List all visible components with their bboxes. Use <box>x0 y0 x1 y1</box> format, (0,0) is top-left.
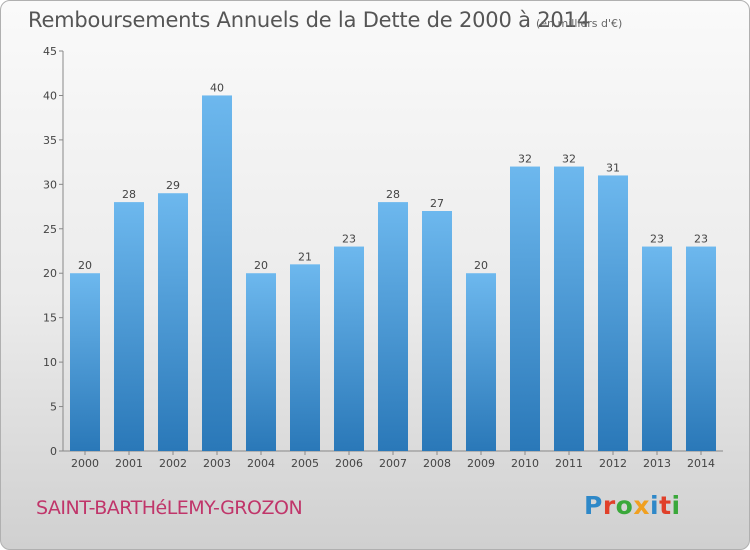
y-tick-label: 20 <box>43 267 57 280</box>
x-tick-label-2003: 2003 <box>203 457 231 470</box>
value-label-2007: 28 <box>386 188 400 201</box>
bar-2013 <box>642 246 672 451</box>
y-tick-label: 15 <box>43 312 57 325</box>
bar-2010 <box>510 166 540 452</box>
x-tick-label-2002: 2002 <box>159 457 187 470</box>
proxiti-logo: Proxiti <box>584 491 681 520</box>
value-label-2002: 29 <box>166 179 180 192</box>
bar-2002 <box>158 193 188 451</box>
x-tick-label-2011: 2011 <box>555 457 583 470</box>
value-label-2008: 27 <box>430 197 444 210</box>
y-axis-ticks: 0 5 10 15 20 25 30 35 40 45 <box>43 45 63 458</box>
value-label-2006: 23 <box>342 233 356 246</box>
value-label-2000: 20 <box>78 259 92 272</box>
value-label-2011: 32 <box>562 153 576 166</box>
bar-2004 <box>246 273 276 451</box>
bar-2003 <box>202 95 232 451</box>
x-tick-label-2012: 2012 <box>599 457 627 470</box>
x-tick-label-2001: 2001 <box>115 457 143 470</box>
x-tick-label-2007: 2007 <box>379 457 407 470</box>
y-tick-label: 45 <box>43 45 57 58</box>
x-tick-label-2013: 2013 <box>643 457 671 470</box>
chart-unit: (en milliers d'€) <box>536 17 623 30</box>
y-tick-label: 30 <box>43 178 57 191</box>
x-tick-label-2004: 2004 <box>247 457 275 470</box>
bar-2009 <box>466 273 496 451</box>
bar-2011 <box>554 166 584 452</box>
bar-2012 <box>598 175 628 451</box>
chart-title: Remboursements Annuels de la Dette de 20… <box>28 8 590 32</box>
x-tick-label-2005: 2005 <box>291 457 319 470</box>
value-labels: 20 28 29 40 20 21 23 28 27 20 32 32 31 23 23 <box>78 81 708 272</box>
y-tick-label: 10 <box>43 356 57 369</box>
value-label-2013: 23 <box>650 233 664 246</box>
x-tick-label-2009: 2009 <box>467 457 495 470</box>
y-tick-label: 25 <box>43 223 57 236</box>
x-tick-label-2008: 2008 <box>423 457 451 470</box>
commune-name: SAINT-BARTHéLEMY-GROZON <box>36 497 303 519</box>
value-label-2009: 20 <box>474 259 488 272</box>
x-tick-label-2000: 2000 <box>71 457 99 470</box>
x-tick-label-2010: 2010 <box>511 457 539 470</box>
value-label-2004: 20 <box>254 259 268 272</box>
bars <box>70 95 716 452</box>
y-tick-label: 40 <box>43 89 57 102</box>
y-tick-label: 35 <box>43 134 57 147</box>
bar-2000 <box>70 273 100 451</box>
value-label-2001: 28 <box>122 188 136 201</box>
bar-2001 <box>114 202 144 451</box>
bar-2014 <box>686 246 716 451</box>
x-tick-label-2014: 2014 <box>687 457 715 470</box>
value-label-2005: 21 <box>298 250 312 263</box>
bar-2005 <box>290 264 320 451</box>
x-axis-ticks: 2000 2001 2002 2003 2004 2005 2006 2007 2008 2009… <box>71 451 715 470</box>
value-label-2014: 23 <box>694 233 708 246</box>
bar-2007 <box>378 202 408 451</box>
bar-2006 <box>334 246 364 451</box>
x-tick-label-2006: 2006 <box>335 457 363 470</box>
bar-2008 <box>422 211 452 451</box>
value-label-2012: 31 <box>606 161 620 174</box>
value-label-2003: 40 <box>210 81 224 94</box>
value-label-2010: 32 <box>518 153 532 166</box>
y-tick-label: 5 <box>50 401 57 414</box>
y-tick-label: 0 <box>50 445 57 458</box>
